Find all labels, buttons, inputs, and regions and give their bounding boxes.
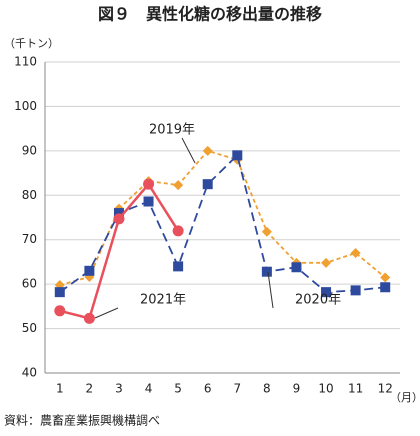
y-tick-label: 80 xyxy=(22,188,37,202)
marker xyxy=(143,178,155,190)
marker xyxy=(232,150,243,161)
marker xyxy=(261,226,272,237)
chart-title: 図９ 異性化糖の移出量の推移 xyxy=(98,5,322,24)
x-tick-label: 12 xyxy=(378,382,393,396)
x-tick-label: 1 xyxy=(56,382,64,396)
leader-line xyxy=(94,307,119,319)
x-tick-label: 10 xyxy=(318,382,333,396)
marker xyxy=(321,287,332,298)
marker xyxy=(54,305,66,317)
x-tick-label: 7 xyxy=(233,382,241,396)
marker xyxy=(202,145,213,156)
x-tick-label: 11 xyxy=(348,382,363,396)
marker xyxy=(113,208,124,219)
marker xyxy=(173,261,184,272)
marker xyxy=(83,312,95,324)
x-unit: （月） xyxy=(390,391,420,404)
x-tick-label: 2 xyxy=(86,382,94,396)
y-tick-label: 50 xyxy=(22,321,37,335)
marker xyxy=(380,282,391,293)
leader-line xyxy=(181,137,196,164)
series-label: 2021年 xyxy=(140,293,186,308)
marker xyxy=(350,248,361,259)
x-tick-label: 6 xyxy=(204,382,212,396)
marker xyxy=(113,213,125,225)
marker xyxy=(261,266,272,277)
x-tick-label: 8 xyxy=(263,382,271,396)
y-tick-label: 110 xyxy=(14,55,37,69)
y-tick-label: 70 xyxy=(22,232,37,246)
marker xyxy=(202,179,213,190)
marker xyxy=(54,287,65,298)
leader-line xyxy=(267,271,274,309)
marker xyxy=(291,262,302,273)
marker xyxy=(173,180,184,191)
series-line xyxy=(59,153,386,294)
series-label: 2019年 xyxy=(149,123,195,138)
y-tick-label: 90 xyxy=(22,143,37,157)
marker xyxy=(143,196,154,207)
x-tick-label: 5 xyxy=(174,382,182,396)
y-unit: （千トン） xyxy=(4,37,59,50)
x-tick-label: 3 xyxy=(115,382,123,396)
x-tick-label: 4 xyxy=(145,382,153,396)
y-tick-label: 40 xyxy=(22,366,37,380)
marker xyxy=(350,285,361,296)
source: 資料：農畜産業振興機構調べ xyxy=(4,413,160,428)
y-tick-label: 100 xyxy=(14,99,37,113)
marker xyxy=(172,225,184,237)
marker xyxy=(321,257,332,268)
marker xyxy=(380,272,391,283)
x-tick-label: 9 xyxy=(293,382,301,396)
marker xyxy=(84,265,95,276)
y-tick-label: 60 xyxy=(22,277,37,291)
series-label: 2020年 xyxy=(295,293,341,308)
